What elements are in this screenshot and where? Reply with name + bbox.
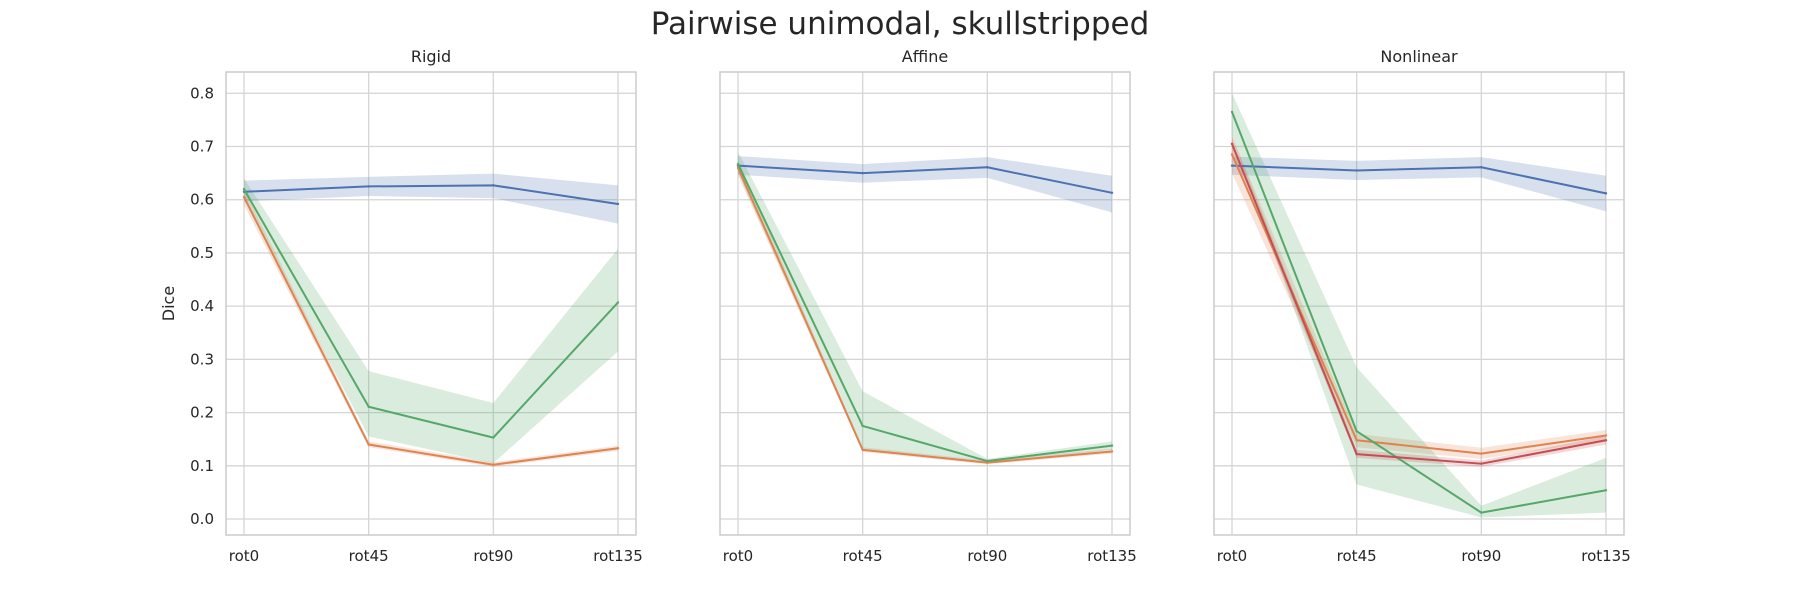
data-point-green — [492, 436, 495, 439]
confidence-band-blue — [244, 173, 618, 224]
series-line-orange — [737, 167, 1113, 464]
data-point-red — [1480, 462, 1483, 465]
data-point-orange — [1230, 153, 1234, 156]
data-point-blue — [367, 185, 370, 188]
data-point-blue — [1230, 164, 1234, 167]
confidence-band-orange — [738, 159, 1112, 465]
data-point-blue — [1604, 192, 1608, 195]
y-tick-label: 0.6 — [190, 191, 214, 209]
data-point-orange — [861, 448, 864, 452]
series-line-green — [1231, 111, 1607, 514]
x-tick-label: rot45 — [843, 547, 883, 565]
data-point-red — [1230, 142, 1234, 146]
data-point-blue — [1355, 169, 1358, 172]
data-point-orange — [1604, 434, 1608, 437]
panel-title: Rigid — [411, 47, 451, 66]
data-point-blue — [616, 202, 620, 206]
panel-frame — [1213, 71, 1625, 536]
x-tick-label: rot135 — [593, 547, 643, 565]
y-tick-label: 0.7 — [190, 138, 214, 156]
x-tick-label: rot45 — [1337, 547, 1377, 565]
series-line-blue — [737, 164, 1113, 194]
y-tick-label: 0.1 — [190, 457, 214, 475]
data-point-orange — [1110, 450, 1114, 453]
y-tick-label: 0.5 — [190, 244, 214, 262]
panel-frame — [719, 71, 1131, 536]
data-point-red — [1604, 439, 1608, 442]
y-tick-label: 0.0 — [190, 510, 214, 528]
panel-title: Nonlinear — [1380, 47, 1458, 66]
panel-affine: Affine rot0 rot45 rot90 rot135 — [719, 47, 1137, 565]
x-tick-label: rot0 — [229, 547, 259, 565]
y-axis-label: Dice — [159, 286, 178, 321]
x-tick-label: rot90 — [473, 547, 513, 565]
series-line-green — [737, 163, 1113, 463]
confidence-band-green — [244, 178, 618, 464]
data-point-green — [736, 162, 740, 166]
data-point-green — [367, 405, 370, 408]
figure-title: Pairwise unimodal, skullstripped — [650, 6, 1150, 42]
y-tick-label: 0.2 — [190, 404, 214, 422]
x-tick-label: rot135 — [1581, 547, 1631, 565]
data-point-blue — [986, 166, 989, 169]
confidence-band-blue — [1232, 156, 1606, 212]
data-point-orange — [616, 447, 620, 450]
data-point-green — [616, 301, 620, 304]
y-tick-label: 0.8 — [190, 84, 214, 102]
series-line-green — [243, 188, 619, 439]
data-point-green — [242, 187, 246, 191]
data-point-orange — [1355, 439, 1358, 442]
data-point-blue — [1480, 166, 1483, 169]
data-point-red — [1355, 452, 1358, 456]
panel-title: Affine — [902, 47, 948, 66]
data-point-green — [986, 459, 989, 463]
y-tick-label: 0.3 — [190, 350, 214, 368]
x-tick-label: rot0 — [1217, 547, 1247, 565]
data-point-blue — [492, 184, 495, 187]
data-point-blue — [861, 171, 864, 175]
data-point-green — [1110, 444, 1114, 447]
confidence-band-blue — [738, 156, 1112, 213]
data-point-blue — [1110, 191, 1114, 195]
panel-frame — [225, 71, 637, 536]
data-point-green — [861, 424, 864, 428]
data-point-green — [1230, 110, 1234, 114]
panel-nonlinear: Nonlinear rot0 rot45 rot90 rot135 — [1213, 47, 1631, 565]
data-point-green — [1355, 430, 1358, 433]
x-tick-label: rot90 — [1461, 547, 1501, 565]
data-point-orange — [1480, 452, 1483, 455]
data-point-orange — [492, 463, 495, 466]
data-point-green — [1480, 511, 1483, 514]
y-tick-label: 0.4 — [190, 297, 214, 315]
confidence-band-green — [738, 151, 1112, 464]
panel-rigid: Rigid rot0 rot45 rot90 rot135 0.0 0.1 0.2 0.3 0.4… — [159, 47, 643, 565]
x-tick-label: rot135 — [1087, 547, 1137, 565]
series-line-blue — [1231, 164, 1607, 195]
data-point-green — [1604, 489, 1608, 492]
x-tick-label: rot90 — [967, 547, 1007, 565]
data-point-orange — [242, 195, 246, 199]
series-line-blue — [243, 184, 619, 205]
x-tick-label: rot0 — [723, 547, 753, 565]
series-line-orange — [243, 196, 619, 466]
data-point-orange — [367, 443, 370, 446]
series-line-red — [1231, 143, 1607, 465]
x-tick-label: rot45 — [349, 547, 389, 565]
